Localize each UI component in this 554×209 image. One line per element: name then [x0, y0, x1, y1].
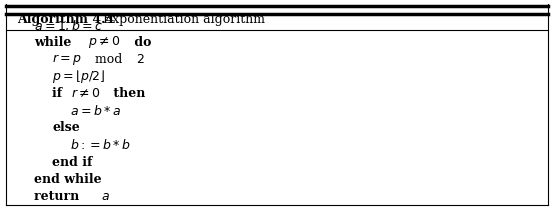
Text: end if: end if — [52, 156, 93, 169]
Text: end while: end while — [34, 173, 102, 186]
Text: $a = 1, b = c$: $a = 1, b = c$ — [34, 18, 104, 33]
Text: if: if — [52, 87, 66, 100]
Text: mod: mod — [91, 53, 126, 66]
Text: $r \neq 0$: $r \neq 0$ — [71, 87, 100, 100]
Text: $p = \lfloor p/2 \rfloor$: $p = \lfloor p/2 \rfloor$ — [52, 68, 106, 85]
Text: then: then — [109, 87, 145, 100]
Text: else: else — [52, 121, 80, 134]
Text: Exponentiation algorithm: Exponentiation algorithm — [99, 13, 265, 26]
Text: Algorithm 4.4: Algorithm 4.4 — [17, 13, 114, 26]
Text: $r = p$: $r = p$ — [52, 52, 82, 67]
Text: $p \neq 0$: $p \neq 0$ — [88, 34, 121, 50]
Text: $a = b * a$: $a = b * a$ — [70, 104, 121, 118]
Text: return: return — [34, 190, 84, 203]
Text: $b := b * b$: $b := b * b$ — [70, 138, 131, 152]
Text: Algorithm 4.4: Algorithm 4.4 — [17, 13, 114, 26]
Text: $a$: $a$ — [99, 190, 111, 203]
Text: $2$: $2$ — [136, 53, 145, 66]
Text: do: do — [130, 36, 151, 49]
Text: while: while — [34, 36, 76, 49]
